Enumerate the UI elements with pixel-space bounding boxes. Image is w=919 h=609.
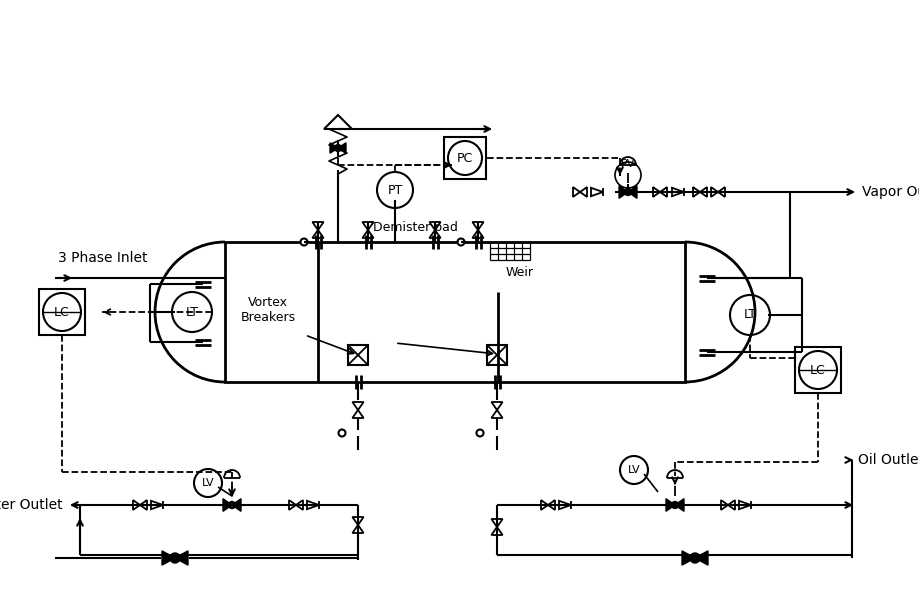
Bar [225,242,685,382]
Polygon shape [223,499,232,512]
Text: Demister pad: Demister pad [372,222,458,234]
Circle shape [476,429,483,437]
Circle shape [170,553,180,563]
Polygon shape [666,499,675,512]
Circle shape [458,239,464,245]
Circle shape [335,144,342,152]
Circle shape [338,429,346,437]
Text: Water Outlet: Water Outlet [0,498,63,512]
Text: LT: LT [186,306,199,319]
Text: LV: LV [201,478,214,488]
Text: 3 Phase Inlet: 3 Phase Inlet [58,251,148,265]
Polygon shape [232,499,241,512]
Bar [348,345,368,365]
Bar [795,347,841,393]
Text: Vapor Outlet: Vapor Outlet [862,185,919,199]
Polygon shape [338,143,346,153]
Polygon shape [619,186,628,199]
Polygon shape [162,551,175,565]
Text: LV: LV [628,465,641,475]
Polygon shape [628,186,637,199]
Text: PT: PT [388,183,403,197]
Polygon shape [695,551,708,565]
Text: LT: LT [743,309,756,322]
Text: Weir: Weir [506,266,534,278]
Text: LC: LC [54,306,70,319]
Text: PC: PC [457,152,473,164]
Bar [487,345,507,365]
Text: Oil Outlet: Oil Outlet [858,453,919,467]
Circle shape [672,501,678,509]
Bar [39,289,85,335]
Polygon shape [682,551,695,565]
Circle shape [301,239,308,245]
Polygon shape [675,499,684,512]
Polygon shape [330,143,338,153]
Text: PV: PV [621,159,635,169]
Circle shape [690,553,700,563]
Bar [444,137,486,179]
Text: LC: LC [811,364,826,376]
Circle shape [625,189,631,195]
Circle shape [229,501,235,509]
Text: Vortex
Breakers: Vortex Breakers [241,296,296,324]
Polygon shape [175,551,188,565]
